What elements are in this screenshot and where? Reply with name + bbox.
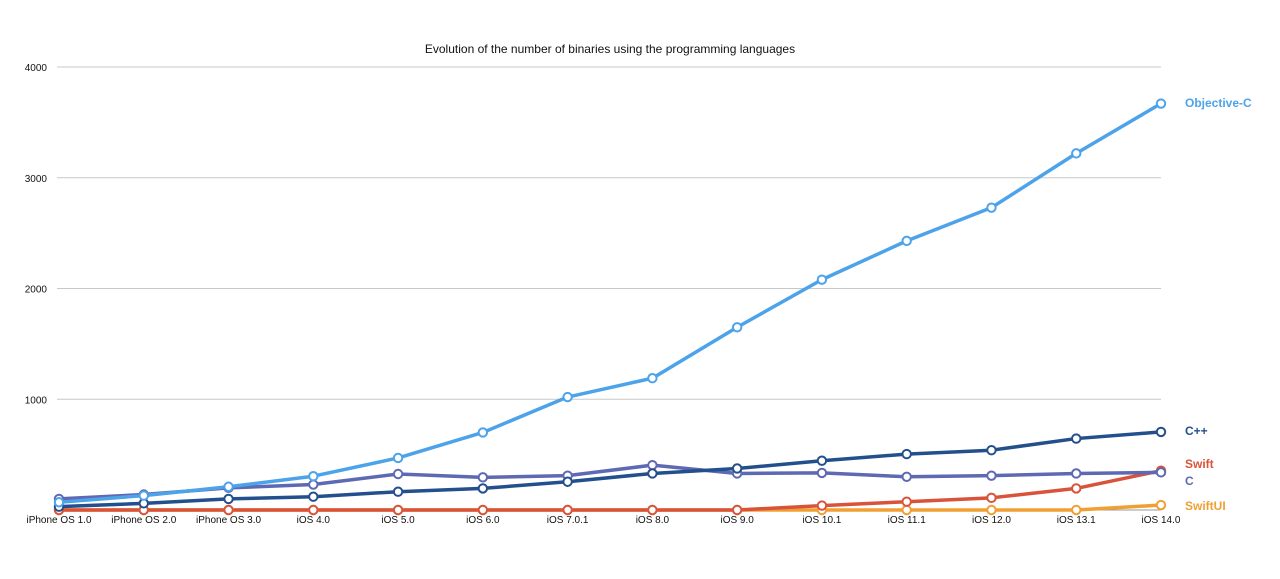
series-line-objective-c — [57, 101, 1163, 504]
x-tick-label: iOS 4.0 — [297, 515, 331, 526]
data-point — [223, 481, 234, 492]
data-point — [986, 504, 997, 516]
data-point — [901, 448, 912, 460]
data-point — [308, 504, 319, 516]
data-point — [477, 472, 489, 483]
x-tick-label: iOS 7.0.1 — [547, 515, 589, 526]
data-point — [986, 202, 997, 213]
data-point — [562, 504, 573, 516]
y-tick-label: 3000 — [25, 174, 48, 185]
x-tick-label: iOS 12.0 — [972, 515, 1011, 526]
data-point — [731, 504, 743, 516]
data-point — [647, 459, 658, 471]
x-tick-label: iOS 5.0 — [381, 515, 415, 526]
data-point — [816, 274, 828, 285]
x-tick-label: iOS 13.1 — [1057, 515, 1096, 526]
x-tick-label: iOS 10.1 — [802, 515, 841, 526]
x-tick-label: iOS 8.0 — [636, 515, 670, 526]
data-point — [986, 444, 997, 456]
data-point — [477, 427, 489, 438]
x-tick-label: iPhone OS 1.0 — [26, 515, 91, 526]
series-labels: SwiftUI Swift C C++ Objective-C — [1185, 96, 1252, 513]
data-point — [392, 452, 404, 464]
data-point — [986, 492, 997, 504]
data-point — [901, 471, 912, 482]
data-point — [1155, 426, 1167, 438]
data-point — [647, 468, 658, 479]
gridlines — [57, 66, 1161, 511]
data-point — [1155, 467, 1167, 478]
y-tick-label: 4000 — [25, 63, 48, 74]
data-point — [901, 504, 912, 516]
data-point — [901, 496, 912, 507]
x-tick-label: iPhone OS 2.0 — [111, 515, 176, 526]
data-point — [392, 504, 404, 516]
x-axis-ticks: iPhone OS 1.0 iPhone OS 2.0 iPhone OS 3.0 i… — [26, 515, 1180, 526]
data-point — [816, 500, 828, 511]
series-label-swift: Swift — [1185, 457, 1214, 471]
series-label-objective-c: Objective-C — [1185, 96, 1252, 110]
y-axis-ticks: 1000 2000 3000 4000 — [25, 63, 48, 406]
x-tick-label: iOS 11.1 — [888, 515, 927, 526]
series-label-c++: C++ — [1185, 424, 1208, 438]
data-point — [392, 486, 404, 497]
data-point — [647, 504, 658, 516]
data-point — [53, 497, 65, 508]
data-point — [562, 476, 573, 487]
x-tick-label: iPhone OS 3.0 — [196, 515, 261, 526]
y-tick-label: 2000 — [25, 285, 48, 296]
data-point — [816, 467, 828, 479]
data-point — [562, 391, 573, 403]
data-point — [138, 490, 149, 501]
y-tick-label: 1000 — [25, 395, 48, 406]
data-point — [816, 455, 828, 466]
data-point — [1155, 98, 1167, 109]
data-point — [223, 504, 234, 516]
data-point — [1071, 504, 1082, 516]
x-tick-label: iOS 6.0 — [466, 515, 500, 526]
series-line-c++ — [57, 430, 1163, 509]
data-point — [308, 471, 319, 482]
data-point — [392, 468, 404, 480]
x-tick-label: iOS 14.0 — [1142, 515, 1181, 526]
series-lines — [57, 101, 1163, 512]
data-point — [1071, 148, 1082, 159]
series-label-swiftui: SwiftUI — [1185, 499, 1226, 513]
data-point — [731, 463, 743, 474]
x-tick-label: iOS 9.0 — [720, 515, 754, 526]
data-point — [1071, 483, 1082, 494]
data-point — [986, 470, 997, 481]
chart-title: Evolution of the number of binaries usin… — [425, 42, 795, 56]
data-point — [308, 491, 319, 502]
data-point — [1155, 499, 1167, 511]
series-points — [53, 98, 1167, 516]
data-point — [1071, 433, 1082, 444]
data-point — [647, 373, 658, 384]
data-point — [223, 493, 234, 505]
data-point — [731, 322, 743, 333]
series-label-c: C — [1185, 474, 1194, 488]
data-point — [477, 483, 489, 494]
series-line-swift — [57, 468, 1163, 512]
series-line-c — [57, 463, 1163, 501]
data-point — [1071, 468, 1082, 479]
data-point — [477, 504, 489, 516]
data-point — [308, 479, 319, 490]
data-point — [901, 235, 912, 247]
